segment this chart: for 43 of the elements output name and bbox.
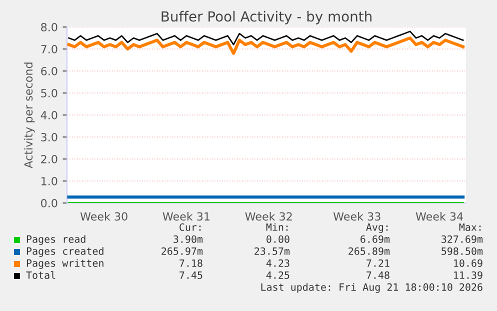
text: 6.69m [360, 235, 390, 243]
text: 3.90m [174, 235, 203, 243]
text: Last update: Fri Aug 21 18:00:10 2026 [261, 283, 482, 293]
y-tick-label: 8.0 [41, 22, 58, 32]
text: Cur: [180, 223, 201, 231]
text: 23.57m [254, 247, 290, 255]
x-tick-label: Week 33 [333, 212, 380, 221]
legend-label: Pages read [26, 235, 86, 245]
text: 7.45 [180, 271, 202, 279]
text: 4.25 [266, 271, 290, 279]
text: 11.39 [454, 271, 482, 279]
line-series [67, 36, 465, 55]
x-tick-label: Week 30 [80, 212, 128, 221]
x-tick-label: Week 32 [245, 212, 292, 221]
y-tick-label: 7.0 [41, 44, 58, 54]
text: Min: [266, 223, 288, 231]
text: 327.69m [442, 235, 483, 243]
text: Avg: [366, 223, 388, 233]
text: 7.21 [366, 259, 390, 267]
chart-title: Buffer Pool Activity - by month [162, 10, 372, 24]
text: 7.48 [366, 271, 390, 279]
x-tick-label: Week 34 [416, 212, 463, 221]
y-tick-label: 2.0 [41, 154, 58, 164]
text: 598.50m [442, 247, 483, 255]
y-axis-title: Activity per second [24, 62, 35, 168]
text: 7.18 [180, 259, 202, 267]
legend-label: Pages created [26, 247, 104, 257]
text: Max: [459, 223, 481, 231]
y-tick-label: 1.0 [42, 176, 58, 186]
text: 10.69 [454, 259, 482, 267]
y-tick-label: 0.0 [41, 198, 58, 208]
y-tick-label: 3.0 [41, 132, 58, 142]
y-tick-label: 6.0 [41, 66, 58, 76]
text: 265.89m [348, 247, 390, 255]
line-series [68, 30, 464, 46]
text: 4.23 [266, 259, 290, 267]
legend-label: Pages written [26, 259, 104, 269]
y-tick-label: 4.0 [40, 110, 58, 120]
text: 0.00 [266, 235, 290, 243]
x-tick-label: Week 31 [162, 212, 210, 221]
text: 265.97m [162, 247, 203, 255]
y-tick-label: 5.0 [41, 88, 58, 98]
legend-label: Total [26, 271, 56, 279]
